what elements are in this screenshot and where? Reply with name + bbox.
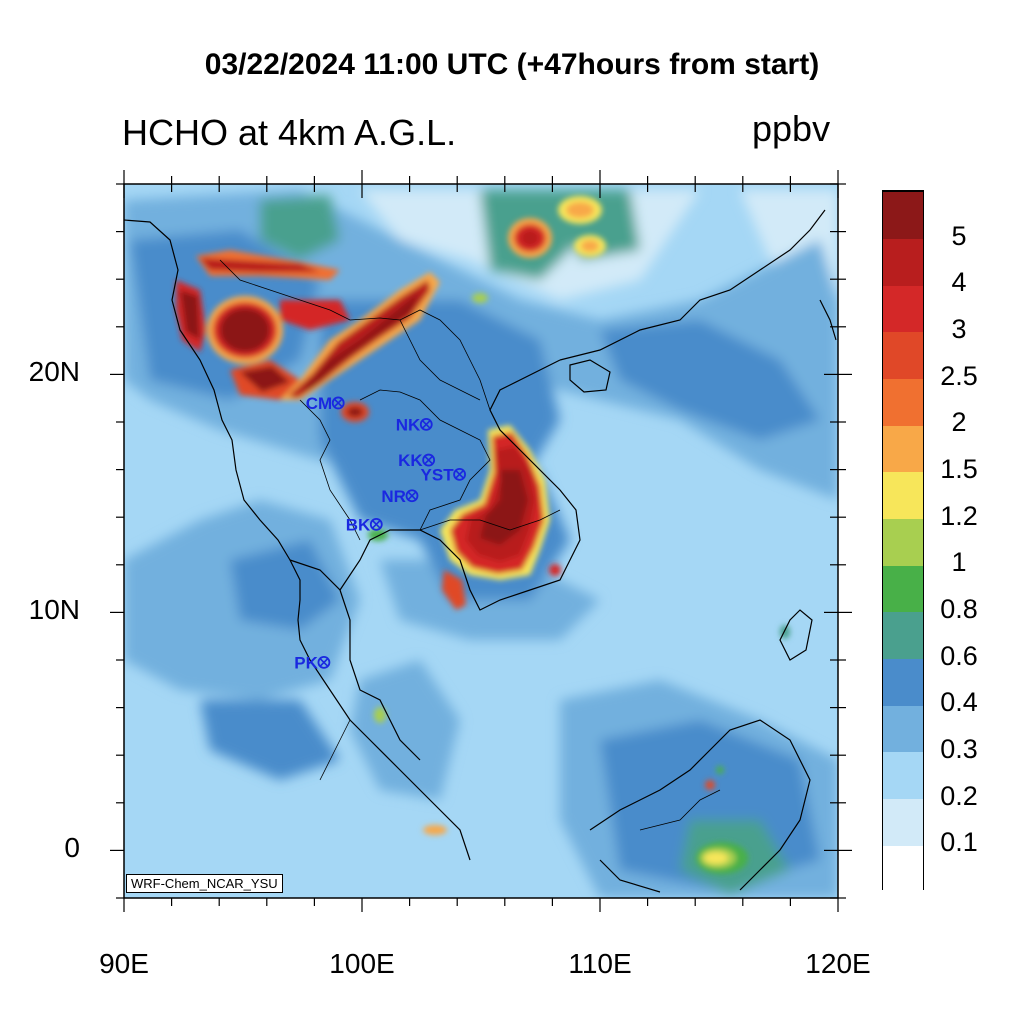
colorbar-swatch <box>883 237 923 286</box>
station-circle-icon <box>419 417 433 431</box>
colorbar-swatch <box>883 471 923 520</box>
x-tick-label: 120E <box>805 948 871 979</box>
colorbar-label: 0.3 <box>940 734 978 764</box>
station-label: BK <box>346 515 371 534</box>
colorbar-swatch <box>883 844 923 893</box>
colorbar-swatch <box>883 517 923 566</box>
colorbar-label: 0.8 <box>940 594 978 624</box>
model-credit: WRF-Chem_NCAR_YSU <box>126 874 283 893</box>
units-label: ppbv <box>752 108 831 149</box>
colorbar-label: 5 <box>951 220 967 251</box>
colorbar-label: 0.1 <box>940 827 978 858</box>
colorbar-label: 0.4 <box>940 687 978 718</box>
colorbar-label: 1.2 <box>940 500 978 531</box>
station-label: YST <box>421 465 455 484</box>
y-tick-label: 10N <box>28 594 80 626</box>
colorbar-swatch <box>883 284 923 333</box>
station-marker: CM <box>306 394 345 413</box>
colorbar-swatch <box>883 657 923 706</box>
station-label: KK <box>398 451 423 470</box>
x-tick-label: 100E <box>329 948 395 979</box>
y-tick-label: 20N <box>28 356 80 388</box>
station-circle-icon <box>405 489 419 503</box>
station-cross-icon <box>455 469 465 479</box>
colorbar <box>882 190 924 893</box>
station-label: NK <box>396 415 421 434</box>
axis-ticks <box>110 170 852 912</box>
station-circle-icon <box>331 396 345 410</box>
station-label: CM <box>306 394 332 413</box>
colorbar-label: 3 <box>951 314 967 344</box>
colorbar-swatch <box>883 704 923 753</box>
station-cross-icon <box>421 419 431 429</box>
station-circle-icon <box>369 517 383 531</box>
colorbar-label: 1 <box>951 547 967 578</box>
station-cross-icon <box>424 455 434 465</box>
station-marker: NK <box>396 415 433 434</box>
station-marker: YST <box>421 465 466 484</box>
map-title: 03/22/2024 11:00 UTC (+47hours from star… <box>204 48 820 81</box>
colorbar-swatch <box>883 564 923 613</box>
colorbar-label: 2 <box>951 407 967 438</box>
station-circle-icon <box>422 453 436 467</box>
station-cross-icon <box>333 398 343 408</box>
colorbar-label: 1.5 <box>940 454 978 484</box>
x-tick-label: 90E <box>99 948 149 979</box>
x-tick-label: 110E <box>568 948 632 979</box>
colorbar-label: 0.2 <box>940 780 978 811</box>
colorbar-label: 4 <box>951 267 967 298</box>
colorbar-swatch <box>883 611 923 660</box>
variable-label: HCHO at 4km A.G.L. <box>122 112 457 153</box>
station-cross-icon <box>371 519 381 529</box>
station-marker: KK <box>398 451 436 470</box>
station-marker: NR <box>381 487 419 506</box>
colorbar-label: 2.5 <box>940 360 978 391</box>
colorbar-swatch <box>883 377 923 426</box>
colorbar-swatch <box>883 751 923 800</box>
coastline <box>124 209 837 893</box>
colorbar-swatch <box>883 424 923 473</box>
station-circle-icon <box>317 655 331 669</box>
colorbar-label: 0.6 <box>940 640 978 671</box>
station-cross-icon <box>407 491 417 501</box>
station-marker: PK <box>294 653 331 672</box>
colorbar-swatch <box>883 797 923 846</box>
station-marker: BK <box>346 515 383 534</box>
colorbar-swatch <box>883 331 923 380</box>
hcho-field <box>124 184 838 898</box>
station-label: NR <box>381 487 406 506</box>
station-circle-icon <box>453 467 466 481</box>
country-borders <box>219 259 721 831</box>
colorbar-swatch <box>883 191 923 240</box>
plot-frame <box>123 183 839 899</box>
station-cross-icon <box>319 657 329 667</box>
y-tick-label: 0 <box>64 832 80 864</box>
station-label: PK <box>294 653 318 672</box>
